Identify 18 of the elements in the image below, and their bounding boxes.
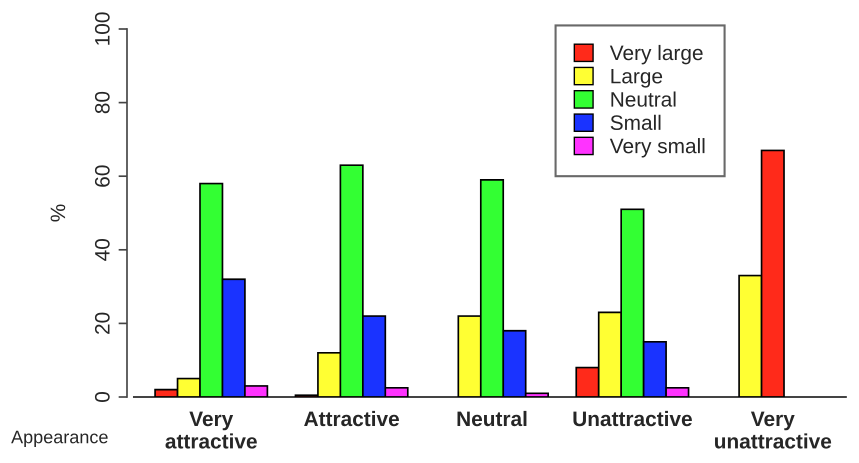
y-axis-title: % [50,204,66,222]
x-tick-label: Very unattractive [715,412,832,449]
y-tick-label: 60 [94,165,110,187]
x-tick-label: Neutral [458,410,526,426]
y-tick-label: 40 [94,239,110,261]
legend-label: Neutral [611,91,676,107]
legend-label: Very large [610,44,703,64]
x-tick-label: Unattractive [573,410,692,426]
legend-label: Small [610,114,660,130]
x-tick-label: Very attractive [166,412,257,449]
y-tick-label: 80 [94,92,110,114]
legend-label: Very small [610,138,704,158]
y-tick-label: 100 [94,12,110,45]
y-tick-label: 0 [94,392,110,402]
legend-label: Large [611,68,662,88]
x-axis-title: Appearance [11,430,108,447]
x-tick-label: Attractive [304,410,399,426]
y-tick-label: 20 [94,312,110,334]
